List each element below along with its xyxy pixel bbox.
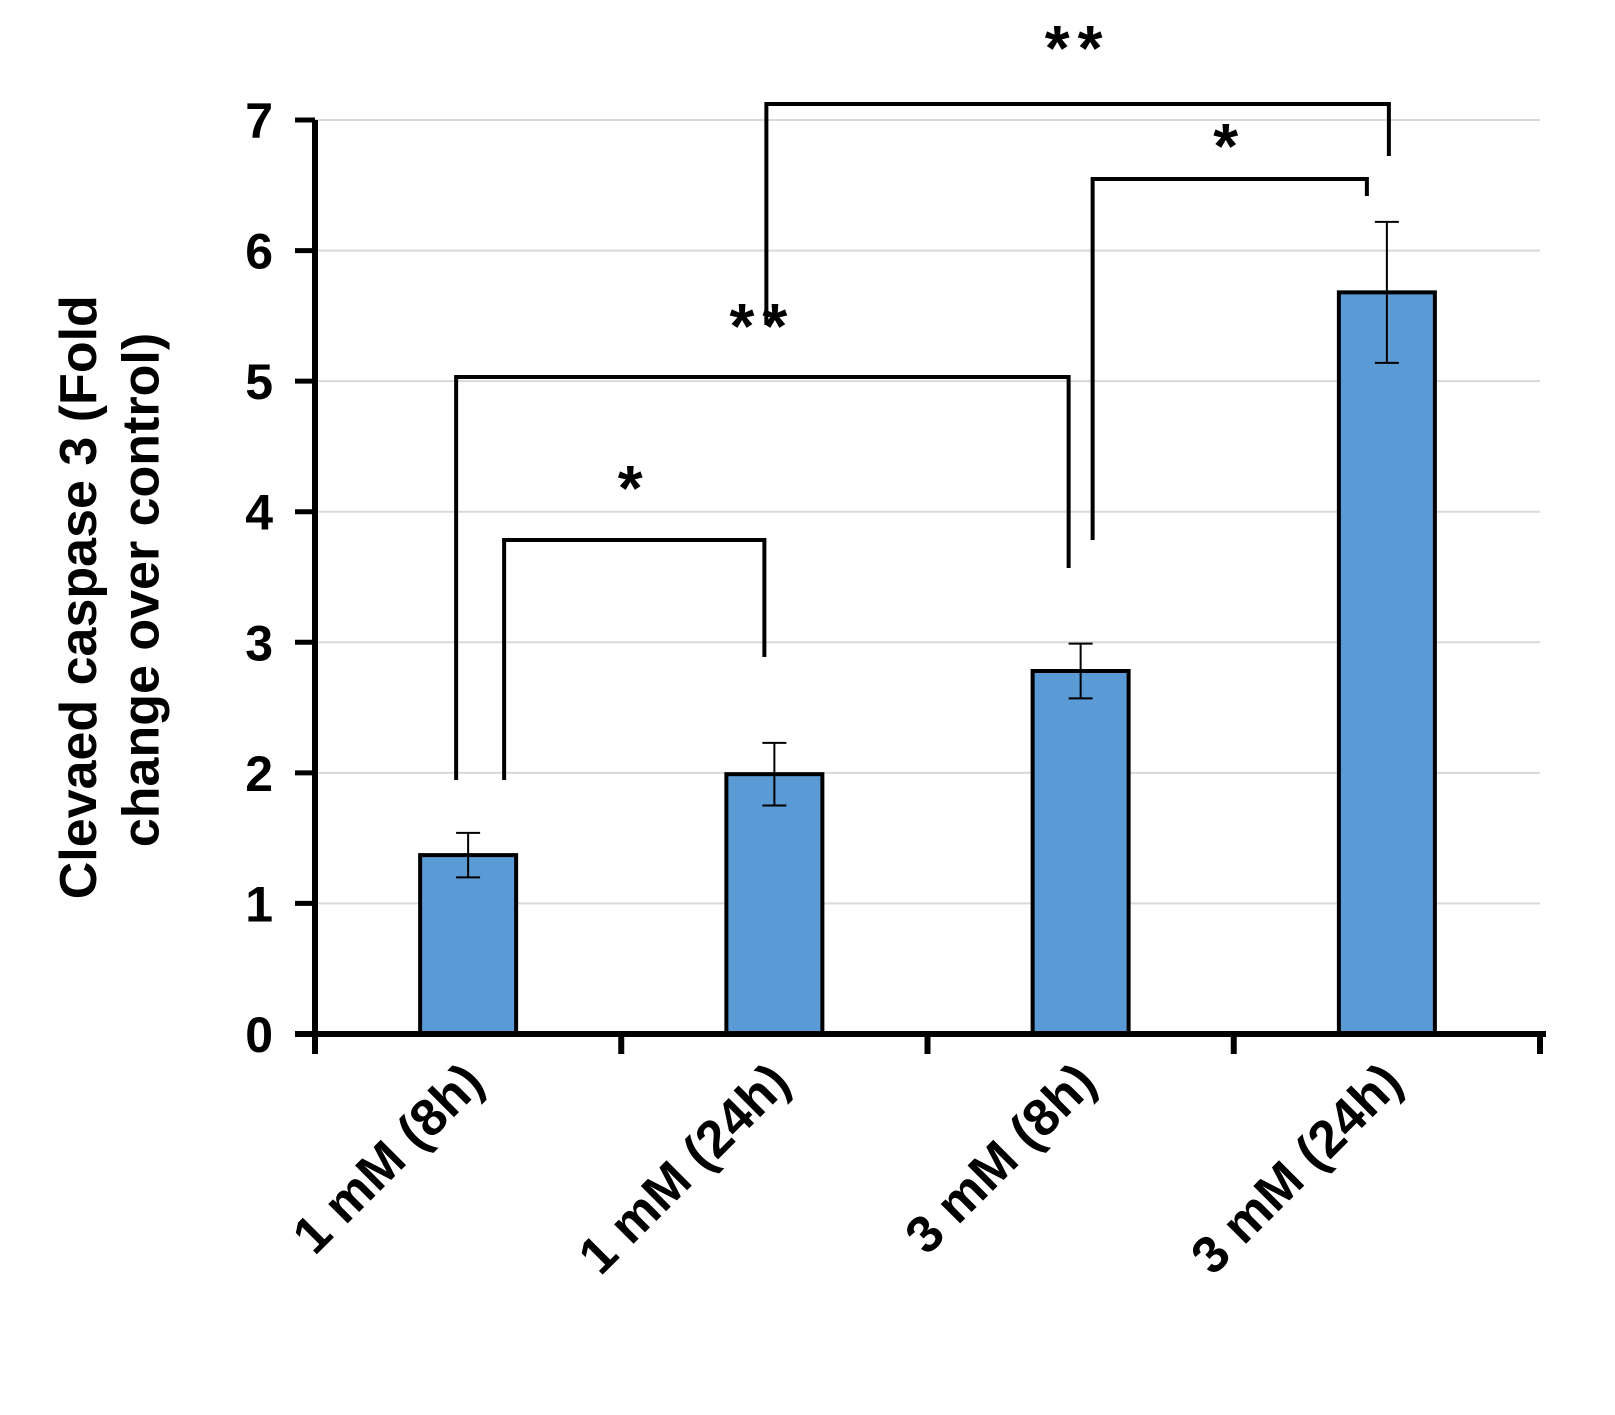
y-tick-label: 3 <box>245 615 273 671</box>
significance-bracket <box>764 102 1391 325</box>
x-tick-label: 3 mM (24h) <box>1180 1052 1413 1285</box>
x-tick-label: 3 mM (8h) <box>894 1052 1107 1265</box>
y-tick-label: 2 <box>245 746 273 802</box>
x-tick-labels: 1 mM (8h) 1 mM (24h) 3 mM (8h) 3 mM (24h) <box>282 1052 1413 1285</box>
significance-bracket <box>454 375 1071 780</box>
error-bars <box>456 220 1399 879</box>
bars <box>418 290 1437 1036</box>
grid-lines <box>315 119 1540 905</box>
y-tick-labels: 0 1 2 3 4 5 6 7 <box>245 93 273 1063</box>
significance-label: ** <box>1045 12 1111 84</box>
significance-bracket <box>1090 177 1369 540</box>
y-tick-label: 4 <box>245 485 273 541</box>
bar <box>724 772 825 1036</box>
y-tick-label: 5 <box>245 354 273 410</box>
y-axis-label-line-1: Clevaed caspase 3 (Fold <box>50 295 108 899</box>
significance-brackets: ****** <box>454 12 1391 780</box>
y-tick-label: 6 <box>245 224 273 280</box>
significance-label: ** <box>729 290 795 362</box>
x-tick-label: 1 mM (8h) <box>282 1052 495 1265</box>
y-axis-label: Clevaed caspase 3 (Fold change over cont… <box>50 281 170 900</box>
bar <box>1030 669 1131 1036</box>
bar <box>418 853 519 1036</box>
x-tick-label: 1 mM (24h) <box>568 1052 801 1285</box>
bar <box>1336 290 1437 1036</box>
significance-label: * <box>618 452 651 524</box>
axes <box>295 117 1546 1054</box>
y-tick-label: 1 <box>245 876 273 932</box>
y-tick-label: 0 <box>245 1007 273 1063</box>
significance-label: * <box>1213 110 1246 182</box>
significance-bracket <box>502 538 767 780</box>
y-tick-label: 7 <box>245 93 273 149</box>
y-axis-label-line-2: change over control) <box>113 333 171 847</box>
